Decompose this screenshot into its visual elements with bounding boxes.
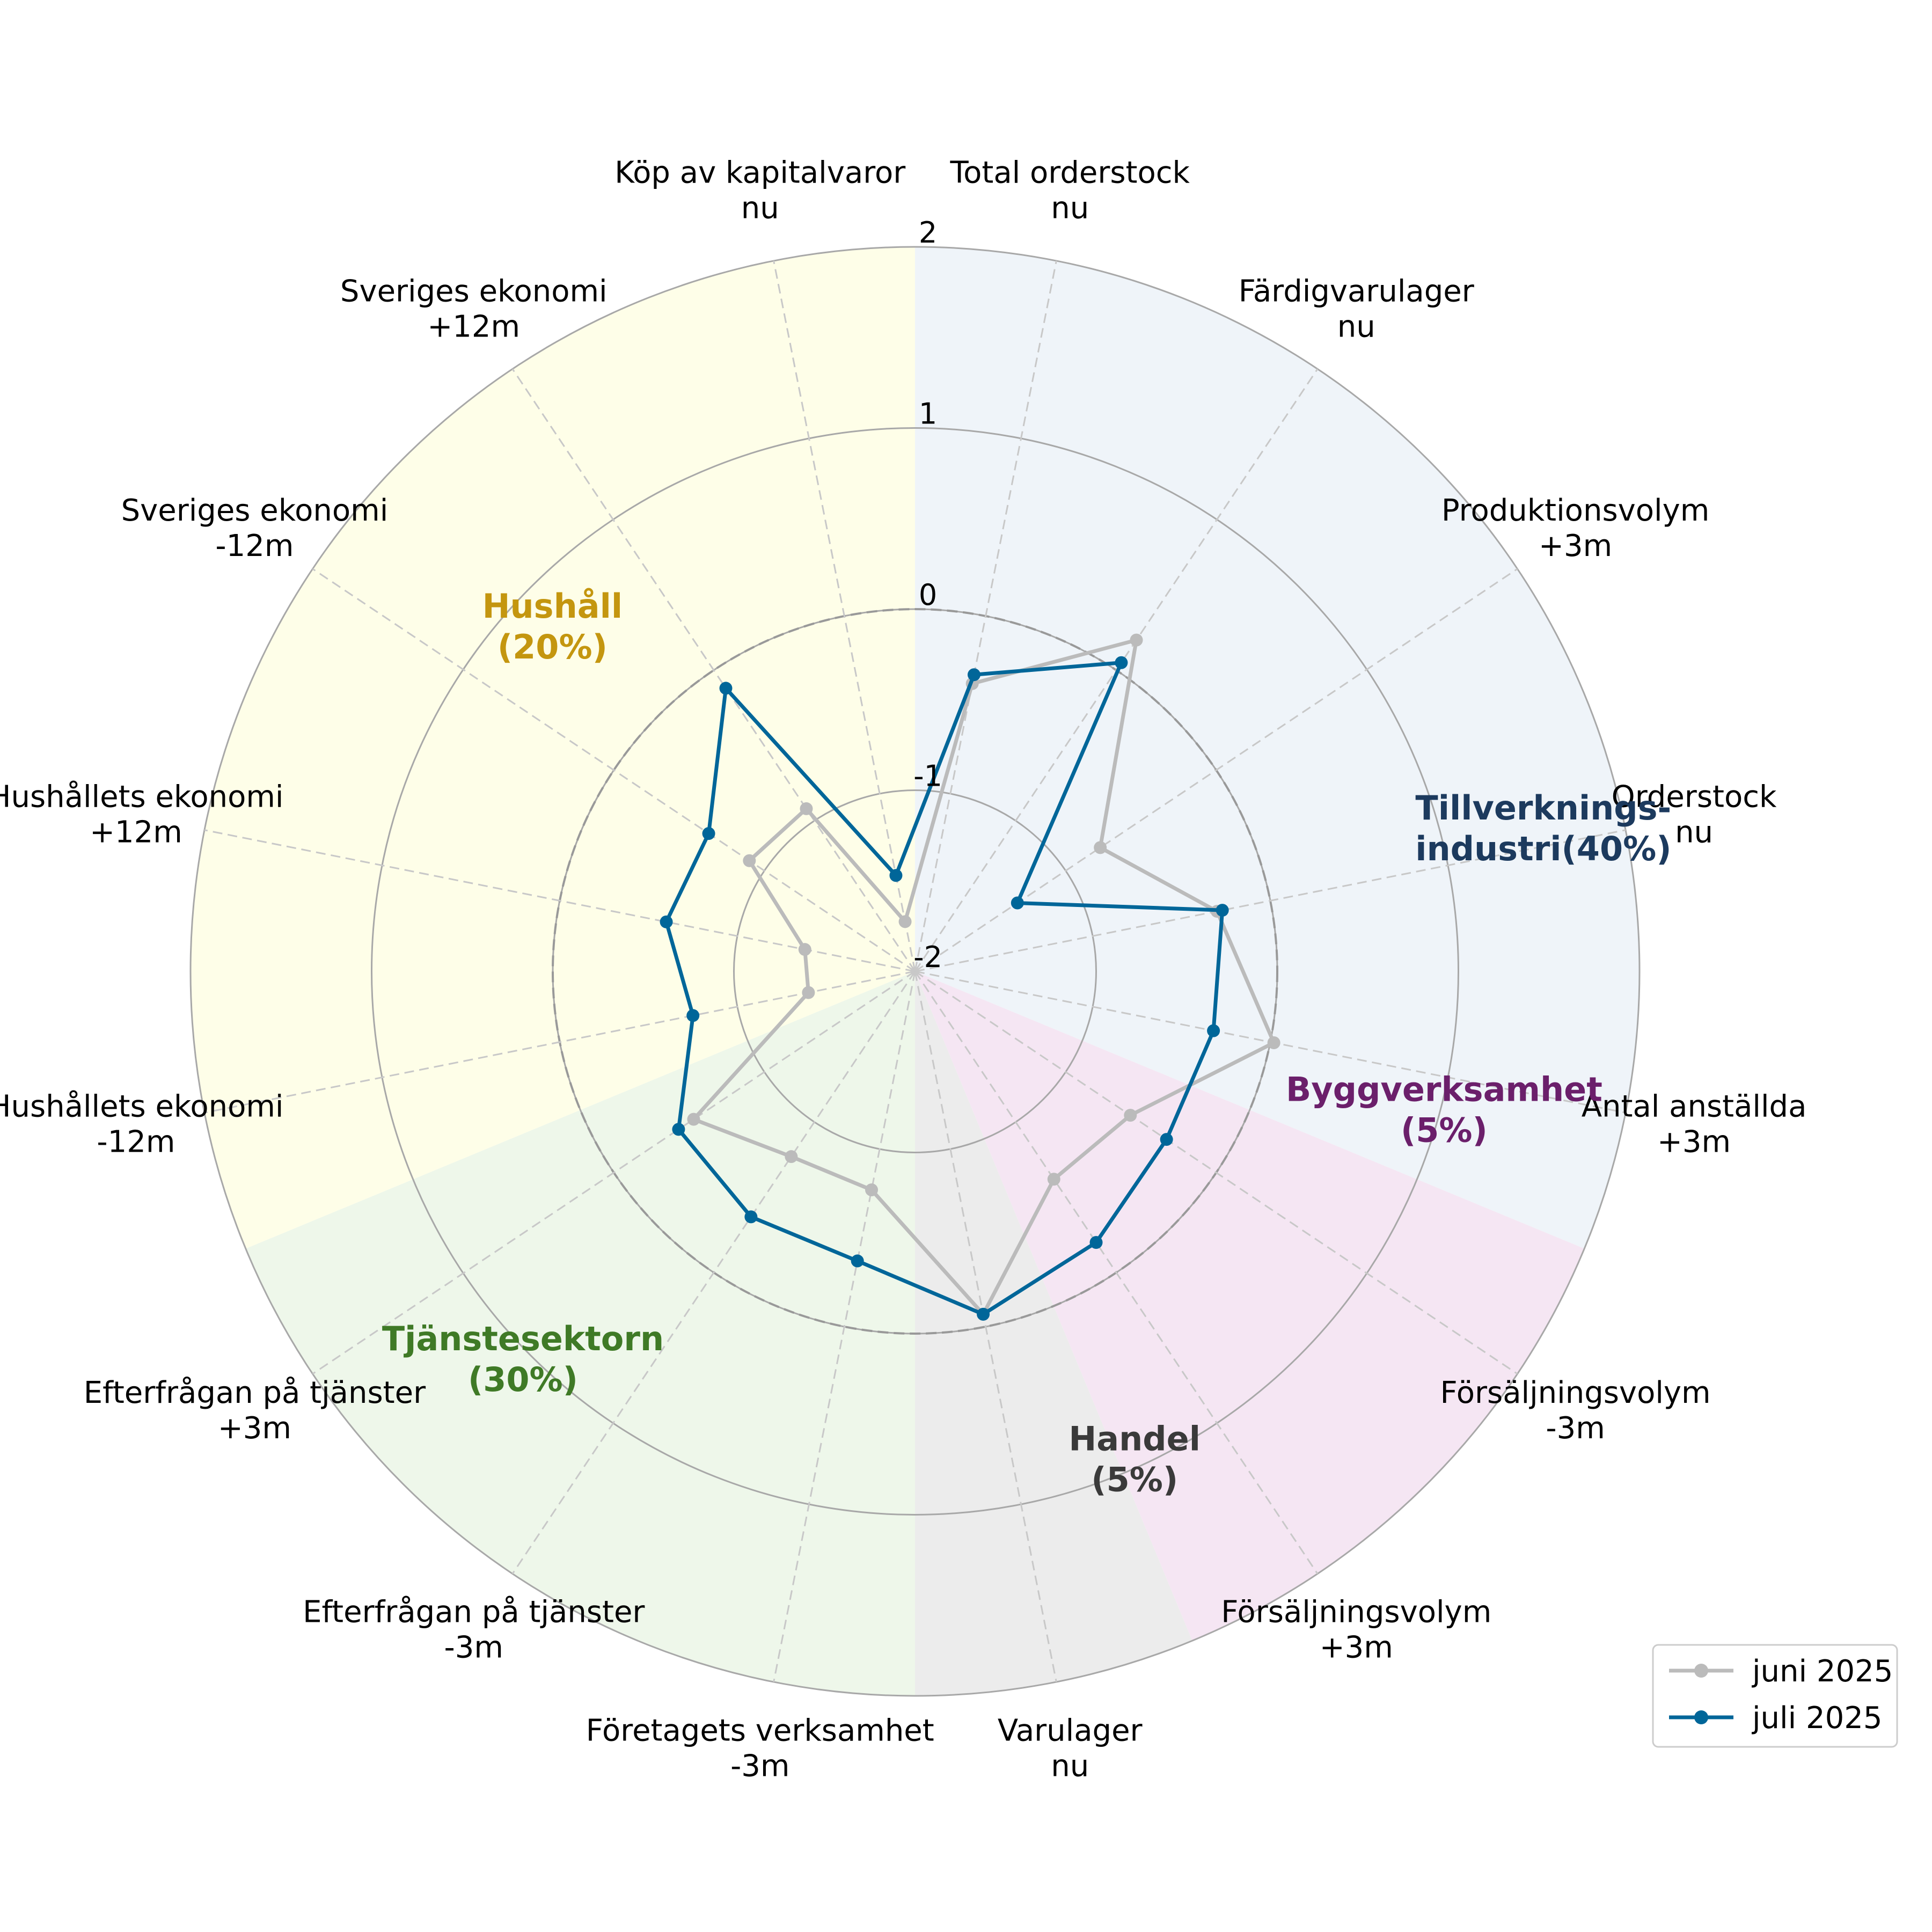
category-labels: Total orderstock nu Färdigvarulager nu Produ… xyxy=(0,155,1806,1783)
data-point xyxy=(1160,1133,1173,1146)
category-label: Försäljningsvolym +3m xyxy=(1221,1595,1491,1665)
r-tick-labels: 2 1 0 -1 -2 xyxy=(913,216,942,974)
category-label: Efterfrågan på tjänster -3m xyxy=(303,1595,645,1665)
sector-label: Hushåll (20%) xyxy=(482,587,623,667)
category-label: Köp av kapitalvaror nu xyxy=(614,155,906,225)
data-point xyxy=(719,682,733,695)
data-point xyxy=(743,854,756,867)
data-point xyxy=(1047,1173,1060,1186)
sector-label: Handel (5%) xyxy=(1069,1419,1201,1499)
sector-label: Tillverknings-industri(40%) xyxy=(1415,788,1671,868)
spoke-line xyxy=(204,970,916,1114)
legend-label-juli: juli 2025 xyxy=(1751,1701,1882,1736)
category-label: Orderstock nu xyxy=(1612,779,1777,850)
data-point xyxy=(967,668,980,682)
sector-wedge xyxy=(915,971,1192,1696)
spoke-line xyxy=(312,970,916,1375)
spoke-line xyxy=(914,971,1057,1682)
spoke-line xyxy=(773,260,916,972)
sector-wedge xyxy=(245,971,915,1696)
sector-label: Byggverksamhet (5%) xyxy=(1286,1070,1602,1150)
sector-label: Tjänstesektorn (30%) xyxy=(382,1319,664,1399)
category-label: Produktionsvolym +3m xyxy=(1441,493,1709,564)
category-label: Varulager nu xyxy=(998,1714,1143,1784)
category-label: Hushållets ekonomi -12m xyxy=(0,1089,283,1160)
data-point xyxy=(1267,1036,1280,1050)
data-point xyxy=(1094,841,1107,854)
data-point xyxy=(889,869,903,882)
data-point xyxy=(802,986,815,999)
data-point xyxy=(1216,904,1229,917)
r-tick-label: 1 xyxy=(919,397,937,431)
spoke-line xyxy=(914,260,1057,972)
category-label: Färdigvarulager nu xyxy=(1239,274,1475,344)
r-tick-label: -2 xyxy=(913,940,942,974)
r-tick-label: 0 xyxy=(919,578,937,612)
spoke-line xyxy=(773,971,916,1682)
data-point xyxy=(800,802,813,815)
data-point xyxy=(1130,633,1143,647)
spoke-line xyxy=(511,368,916,972)
data-point xyxy=(1124,1109,1137,1122)
data-point xyxy=(672,1123,685,1136)
grid-circle xyxy=(189,246,1641,1697)
category-label: Sveriges ekonomi +12m xyxy=(340,274,608,344)
grid-circle xyxy=(371,427,1459,1516)
spoke-line xyxy=(511,971,916,1575)
r-tick-label: 2 xyxy=(919,216,937,250)
category-label: Antal anställda +3m xyxy=(1582,1089,1807,1160)
spoke-line xyxy=(914,970,1518,1375)
category-label: Total orderstock nu xyxy=(949,155,1190,225)
sector-wedge xyxy=(915,971,1585,1641)
data-point xyxy=(686,1009,700,1022)
radial-grid xyxy=(189,246,1641,1697)
data-point xyxy=(865,1183,879,1197)
data-point xyxy=(977,1307,990,1321)
data-point xyxy=(1115,656,1128,669)
data-point xyxy=(851,1254,864,1268)
data-point xyxy=(785,1150,798,1163)
sector-labels: Tillverknings-industri(40%) Byggverksamhe… xyxy=(382,587,1672,1499)
data-point xyxy=(744,1210,758,1224)
legend-marker-juli xyxy=(1694,1710,1708,1724)
legend-marker-juni xyxy=(1694,1664,1708,1678)
data-point xyxy=(660,915,673,928)
data-point xyxy=(1089,1236,1103,1249)
data-point xyxy=(798,943,811,956)
data-point xyxy=(702,827,715,840)
spoke-line xyxy=(914,971,1319,1575)
data-series xyxy=(660,633,1280,1321)
r-tick-label: -1 xyxy=(913,759,942,793)
category-label: Hushållets ekonomi +12m xyxy=(0,779,283,850)
category-label: Sveriges ekonomi -12m xyxy=(121,493,389,564)
data-point xyxy=(1207,1024,1220,1037)
data-point xyxy=(1011,896,1024,910)
legend[interactable]: juni 2025 juli 2025 xyxy=(1652,1644,1898,1748)
spoke-line xyxy=(914,829,1626,972)
spoke-line xyxy=(312,568,916,972)
spoke-line xyxy=(204,829,916,972)
category-label: Efterfrågan på tjänster +3m xyxy=(84,1375,426,1446)
zero-reference-circle xyxy=(552,608,1278,1335)
grid-circle xyxy=(733,789,1097,1153)
data-point xyxy=(898,915,912,928)
category-label: Försäljningsvolym -3m xyxy=(1440,1375,1711,1446)
legend-label-juni: juni 2025 xyxy=(1751,1654,1893,1689)
data-point xyxy=(687,1113,700,1126)
category-label: Företagets verksamhet -3m xyxy=(586,1714,934,1784)
